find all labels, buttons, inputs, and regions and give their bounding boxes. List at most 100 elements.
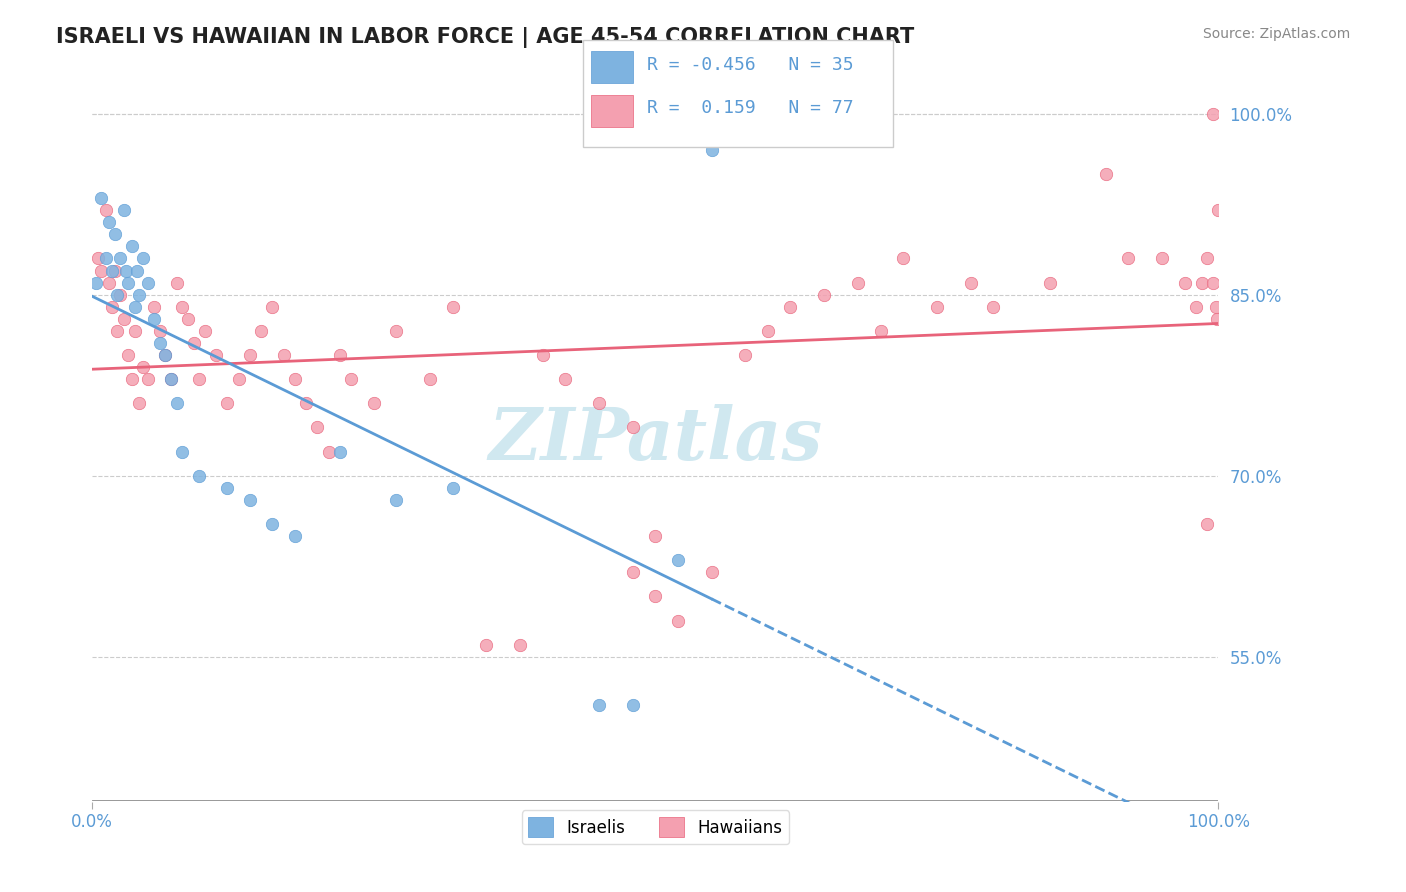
Point: [90, 191, 112, 205]
Point: [869, 324, 891, 338]
Point: [228, 372, 250, 386]
Point: [981, 300, 1004, 314]
Text: Source: ZipAtlas.com: Source: ZipAtlas.com: [1202, 27, 1350, 41]
Point: [1205, 300, 1227, 314]
Point: [1152, 252, 1174, 266]
Point: [509, 638, 531, 652]
Point: [84, 276, 107, 290]
Point: [1202, 106, 1225, 120]
Text: ZIPatlas: ZIPatlas: [488, 404, 823, 475]
Point: [531, 348, 554, 362]
Point: [329, 348, 352, 362]
Point: [104, 263, 127, 277]
Point: [588, 396, 610, 410]
Point: [166, 276, 188, 290]
Point: [121, 372, 143, 386]
Point: [621, 698, 644, 712]
Point: [143, 300, 166, 314]
Point: [132, 360, 155, 375]
Point: [262, 300, 284, 314]
Point: [666, 614, 689, 628]
Point: [94, 203, 117, 218]
Point: [666, 553, 689, 567]
Point: [239, 348, 262, 362]
Point: [779, 300, 801, 314]
Point: [124, 300, 146, 314]
Point: [813, 287, 835, 301]
Point: [1174, 276, 1197, 290]
Point: [700, 566, 723, 580]
Point: [117, 348, 139, 362]
Point: [1197, 516, 1219, 531]
Point: [128, 396, 150, 410]
Point: [329, 444, 352, 458]
Point: [959, 276, 981, 290]
Point: [1191, 276, 1213, 290]
Point: [183, 335, 205, 350]
Point: [115, 263, 138, 277]
Point: [112, 311, 135, 326]
Point: [138, 372, 160, 386]
Point: [160, 372, 183, 386]
Point: [1095, 167, 1118, 181]
Point: [846, 276, 869, 290]
Point: [295, 396, 318, 410]
Point: [385, 492, 408, 507]
Point: [155, 348, 177, 362]
Point: [188, 468, 211, 483]
Point: [177, 311, 200, 326]
Point: [155, 348, 177, 362]
Point: [1208, 203, 1230, 218]
Point: [891, 252, 914, 266]
Point: [172, 444, 194, 458]
Point: [1202, 276, 1225, 290]
Point: [419, 372, 441, 386]
Point: [172, 300, 194, 314]
Point: [110, 252, 132, 266]
Point: [104, 227, 127, 242]
Point: [318, 444, 340, 458]
Point: [700, 143, 723, 157]
Point: [554, 372, 576, 386]
Point: [149, 335, 172, 350]
Point: [588, 698, 610, 712]
Point: [1118, 252, 1140, 266]
Point: [98, 276, 121, 290]
Point: [128, 287, 150, 301]
Point: [101, 263, 124, 277]
Point: [194, 324, 217, 338]
Point: [925, 300, 948, 314]
Point: [188, 372, 211, 386]
Point: [1206, 311, 1229, 326]
Point: [105, 324, 128, 338]
Text: R =  0.159   N = 77: R = 0.159 N = 77: [647, 99, 853, 117]
Point: [217, 481, 239, 495]
Point: [127, 263, 149, 277]
Text: R = -0.456   N = 35: R = -0.456 N = 35: [647, 56, 853, 74]
Point: [441, 300, 464, 314]
Point: [121, 239, 143, 253]
Point: [239, 492, 262, 507]
Point: [385, 324, 408, 338]
Point: [734, 348, 756, 362]
Point: [250, 324, 273, 338]
Point: [284, 372, 307, 386]
Point: [441, 481, 464, 495]
Point: [644, 529, 666, 543]
Text: ISRAELI VS HAWAIIAN IN LABOR FORCE | AGE 45-54 CORRELATION CHART: ISRAELI VS HAWAIIAN IN LABOR FORCE | AGE…: [56, 27, 914, 48]
Point: [143, 311, 166, 326]
Point: [138, 276, 160, 290]
Point: [110, 287, 132, 301]
Point: [112, 203, 135, 218]
Point: [1185, 300, 1208, 314]
Point: [262, 516, 284, 531]
Point: [98, 215, 121, 229]
Point: [149, 324, 172, 338]
Point: [621, 420, 644, 434]
Point: [284, 529, 307, 543]
Point: [90, 263, 112, 277]
Point: [1038, 276, 1060, 290]
Point: [756, 324, 779, 338]
Point: [94, 252, 117, 266]
Point: [644, 590, 666, 604]
